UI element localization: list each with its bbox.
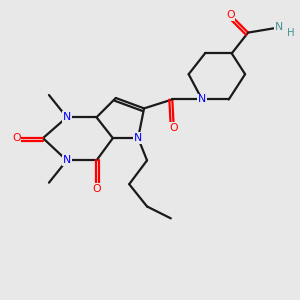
Text: N: N xyxy=(63,155,71,165)
Text: O: O xyxy=(92,184,101,194)
Text: N: N xyxy=(134,133,142,143)
Text: N: N xyxy=(275,22,284,32)
Text: O: O xyxy=(169,123,178,133)
Text: O: O xyxy=(12,133,21,143)
Text: O: O xyxy=(226,10,235,20)
Text: N: N xyxy=(63,112,71,122)
Text: N: N xyxy=(198,94,206,104)
Text: H: H xyxy=(287,28,295,38)
